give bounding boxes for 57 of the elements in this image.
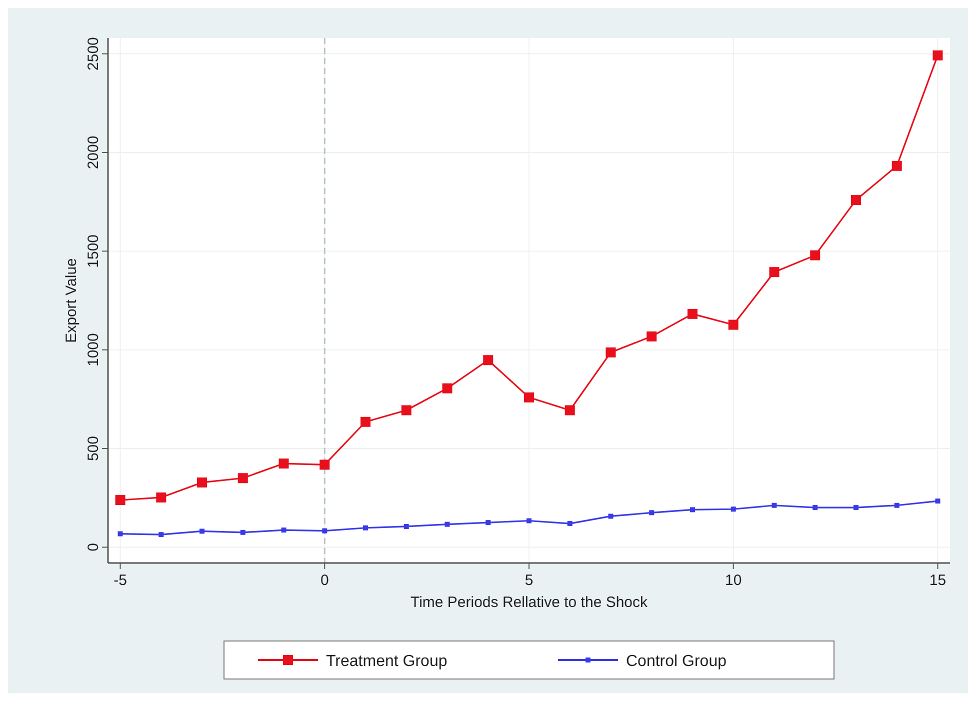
point (118, 531, 123, 536)
point (322, 528, 328, 534)
point (932, 50, 943, 60)
point (567, 521, 572, 526)
point (772, 502, 777, 508)
point (240, 530, 246, 535)
point (894, 502, 900, 508)
x-tick-label: 10 (725, 572, 742, 589)
point (690, 507, 695, 512)
point (935, 498, 940, 504)
y-tick-label: 1500 (85, 234, 102, 268)
point (730, 506, 736, 512)
point (486, 520, 491, 526)
point (853, 505, 858, 510)
x-tick-label: -5 (114, 572, 127, 589)
x-axis-title: Time Periods Rellative to the Shock (410, 594, 648, 611)
y-tick-label: 500 (85, 436, 102, 462)
x-tick-label: 5 (524, 572, 534, 589)
point (197, 477, 208, 488)
point (608, 514, 614, 519)
point (687, 308, 698, 319)
point (360, 416, 371, 427)
point (320, 460, 330, 470)
y-axis-title: Export Value (63, 258, 80, 343)
point (200, 528, 205, 534)
point (278, 458, 289, 469)
y-tick-label: 0 (85, 543, 102, 552)
point (564, 405, 575, 416)
x-tick-label: 15 (929, 572, 946, 589)
point (115, 495, 126, 506)
y-tick-label: 2500 (85, 37, 102, 70)
point (156, 492, 166, 502)
x-tick-label: 0 (320, 572, 329, 589)
point (769, 267, 780, 278)
legend-label: Treatment Group (326, 653, 448, 670)
point (483, 355, 494, 366)
point (401, 405, 412, 416)
point (728, 320, 738, 330)
y-tick-label: 2000 (85, 136, 102, 170)
point (158, 532, 164, 538)
point (646, 331, 657, 342)
point (606, 347, 616, 358)
legend-label: Control Group (626, 653, 727, 670)
point (442, 383, 452, 394)
point (892, 160, 902, 171)
point (526, 518, 532, 524)
point (649, 510, 654, 516)
point (850, 195, 861, 206)
point (812, 505, 818, 510)
point (363, 525, 368, 530)
point (444, 522, 450, 527)
point (810, 250, 820, 260)
point (404, 524, 409, 529)
y-tick-label: 1000 (85, 333, 102, 367)
point (238, 473, 248, 484)
point (281, 528, 286, 533)
point (524, 392, 534, 402)
